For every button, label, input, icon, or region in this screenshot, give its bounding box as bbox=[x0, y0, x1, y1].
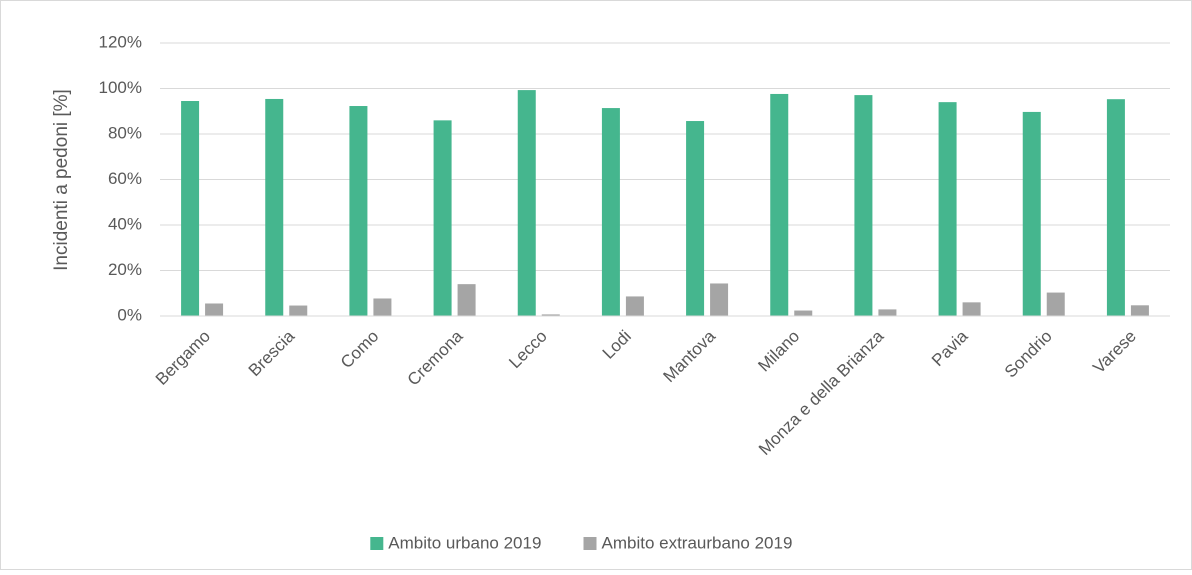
bar bbox=[625, 296, 644, 316]
y-tick-label: 60% bbox=[108, 169, 142, 188]
legend-swatch bbox=[370, 537, 384, 550]
bar bbox=[938, 102, 957, 317]
legend-label: Ambito urbano 2019 bbox=[388, 533, 541, 552]
y-axis-title: Incidenti a pedoni [%] bbox=[51, 89, 72, 271]
bar bbox=[1130, 305, 1149, 316]
bar bbox=[1022, 111, 1041, 317]
bar bbox=[854, 95, 873, 316]
bar bbox=[686, 121, 705, 316]
bar bbox=[205, 303, 224, 316]
bar bbox=[517, 90, 536, 316]
bar bbox=[878, 309, 897, 316]
bar bbox=[1046, 292, 1065, 316]
y-tick-label: 80% bbox=[108, 123, 142, 142]
y-tick-label: 100% bbox=[99, 78, 142, 97]
bar bbox=[770, 93, 789, 317]
bar bbox=[457, 284, 476, 316]
bar bbox=[710, 283, 729, 316]
bar bbox=[433, 120, 452, 316]
bar bbox=[265, 98, 284, 316]
y-tick-label: 20% bbox=[108, 260, 142, 279]
bar bbox=[794, 310, 813, 316]
y-tick-label: 120% bbox=[99, 32, 142, 51]
bar bbox=[349, 106, 368, 316]
y-tick-label: 0% bbox=[117, 305, 142, 324]
bar bbox=[373, 298, 392, 316]
bar bbox=[962, 302, 981, 316]
y-tick-label: 40% bbox=[108, 214, 142, 233]
legend-label: Ambito extraurbano 2019 bbox=[602, 533, 793, 552]
bar bbox=[181, 101, 200, 316]
bar bbox=[601, 108, 620, 316]
bar bbox=[289, 305, 308, 316]
bar bbox=[541, 314, 560, 316]
legend-swatch bbox=[583, 537, 597, 550]
bar bbox=[1106, 99, 1125, 316]
